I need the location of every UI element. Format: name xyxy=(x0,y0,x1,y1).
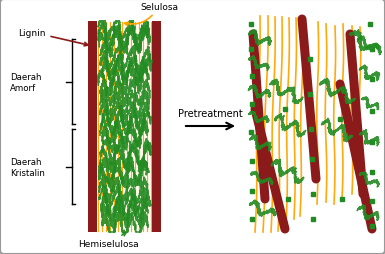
Text: Daerah
Kristalin: Daerah Kristalin xyxy=(10,158,45,177)
Text: Lignin: Lignin xyxy=(18,28,88,47)
Bar xyxy=(152,22,161,232)
Text: Daerah
Amorf: Daerah Amorf xyxy=(10,73,42,92)
Text: Hemiselulosa: Hemiselulosa xyxy=(78,232,138,248)
Bar xyxy=(88,22,97,232)
Text: Selulosa: Selulosa xyxy=(124,3,178,27)
Text: Pretreatment: Pretreatment xyxy=(177,108,243,119)
